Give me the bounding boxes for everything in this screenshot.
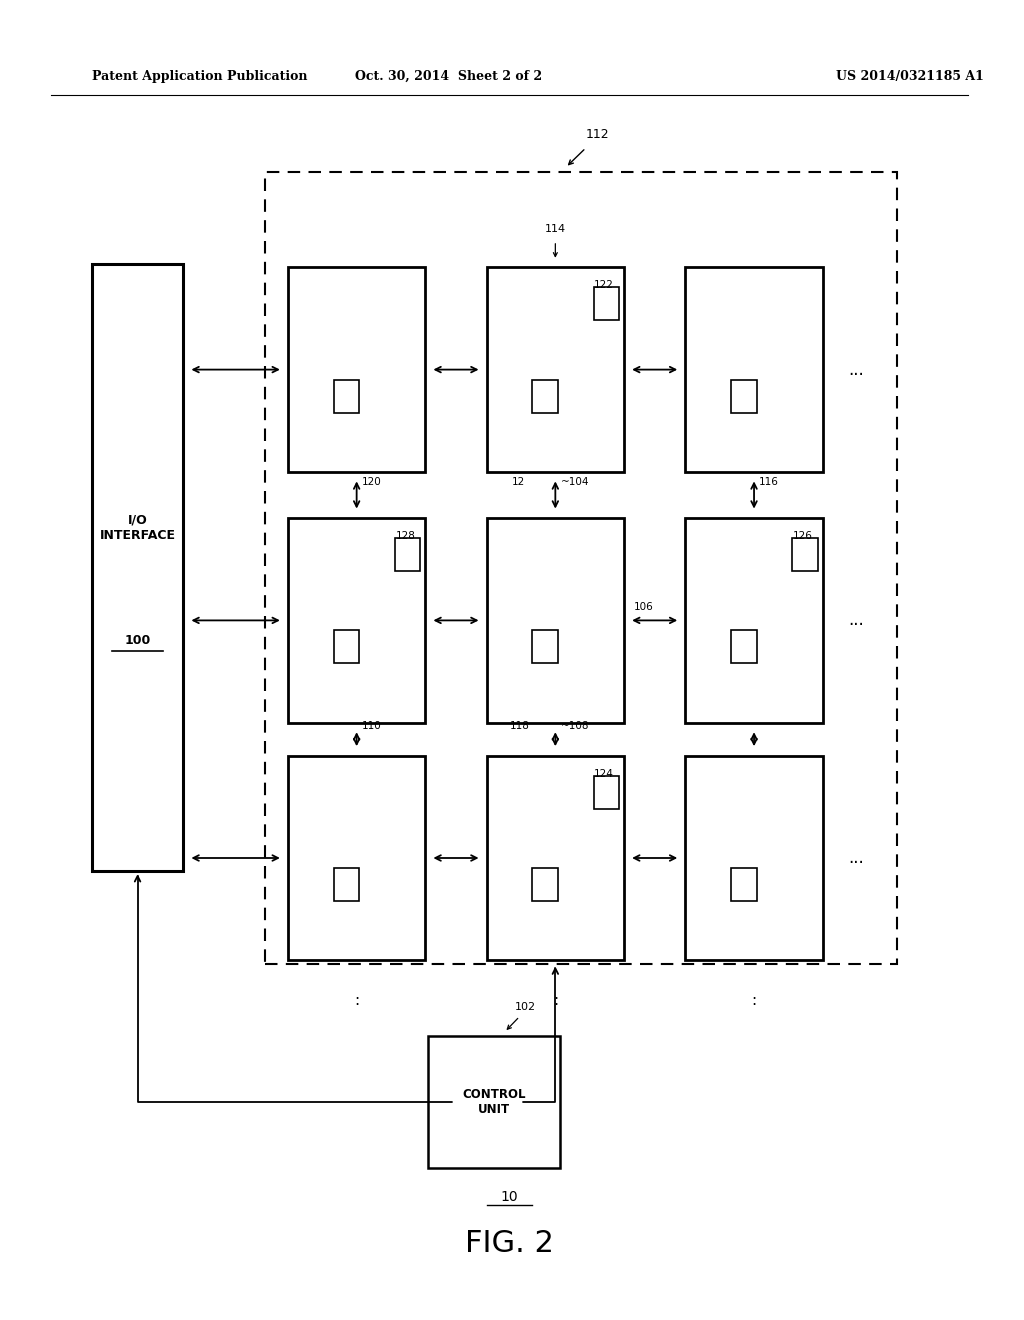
Bar: [486, 517, 624, 722]
Bar: [334, 380, 359, 412]
Bar: [288, 268, 425, 473]
Bar: [486, 755, 624, 961]
Text: 116: 116: [759, 477, 779, 487]
Bar: [532, 380, 558, 412]
Text: CONTROL
UNIT: CONTROL UNIT: [463, 1088, 526, 1117]
Text: 102: 102: [515, 1002, 536, 1012]
Bar: [334, 869, 359, 902]
Bar: [793, 539, 818, 570]
Text: 128: 128: [395, 531, 415, 541]
Text: :: :: [553, 993, 558, 1008]
Text: 12: 12: [512, 477, 524, 487]
Bar: [731, 380, 757, 412]
Text: 100: 100: [125, 634, 151, 647]
Text: 10: 10: [501, 1191, 518, 1204]
Text: ~108: ~108: [560, 721, 589, 731]
Text: 122: 122: [594, 281, 614, 290]
Text: ...: ...: [848, 849, 864, 867]
Bar: [532, 869, 558, 902]
Text: 112: 112: [586, 128, 609, 141]
Text: Patent Application Publication: Patent Application Publication: [92, 70, 307, 83]
Bar: [334, 630, 359, 663]
Bar: [532, 630, 558, 663]
Bar: [594, 776, 620, 808]
Text: FIG. 2: FIG. 2: [465, 1229, 554, 1258]
Text: 106: 106: [634, 602, 654, 612]
Text: Oct. 30, 2014  Sheet 2 of 2: Oct. 30, 2014 Sheet 2 of 2: [354, 70, 542, 83]
Bar: [92, 264, 183, 871]
Bar: [685, 268, 823, 473]
Bar: [731, 630, 757, 663]
Bar: [265, 172, 897, 964]
Bar: [731, 869, 757, 902]
Bar: [428, 1036, 560, 1168]
Bar: [594, 286, 620, 321]
Text: :: :: [752, 993, 757, 1008]
Text: 114: 114: [545, 224, 566, 235]
Text: 118: 118: [510, 721, 529, 731]
Text: :: :: [354, 993, 359, 1008]
Bar: [486, 268, 624, 473]
Bar: [395, 539, 420, 570]
Text: I/O
INTERFACE: I/O INTERFACE: [99, 513, 175, 543]
Text: US 2014/0321185 A1: US 2014/0321185 A1: [836, 70, 983, 83]
Bar: [288, 755, 425, 961]
Text: 124: 124: [594, 768, 614, 779]
Text: 110: 110: [361, 721, 382, 731]
Bar: [685, 755, 823, 961]
Text: ...: ...: [848, 611, 864, 630]
Bar: [685, 517, 823, 722]
Text: 126: 126: [793, 531, 813, 541]
Text: ~104: ~104: [560, 477, 589, 487]
Text: ...: ...: [848, 360, 864, 379]
Text: 120: 120: [361, 477, 382, 487]
Bar: [288, 517, 425, 722]
